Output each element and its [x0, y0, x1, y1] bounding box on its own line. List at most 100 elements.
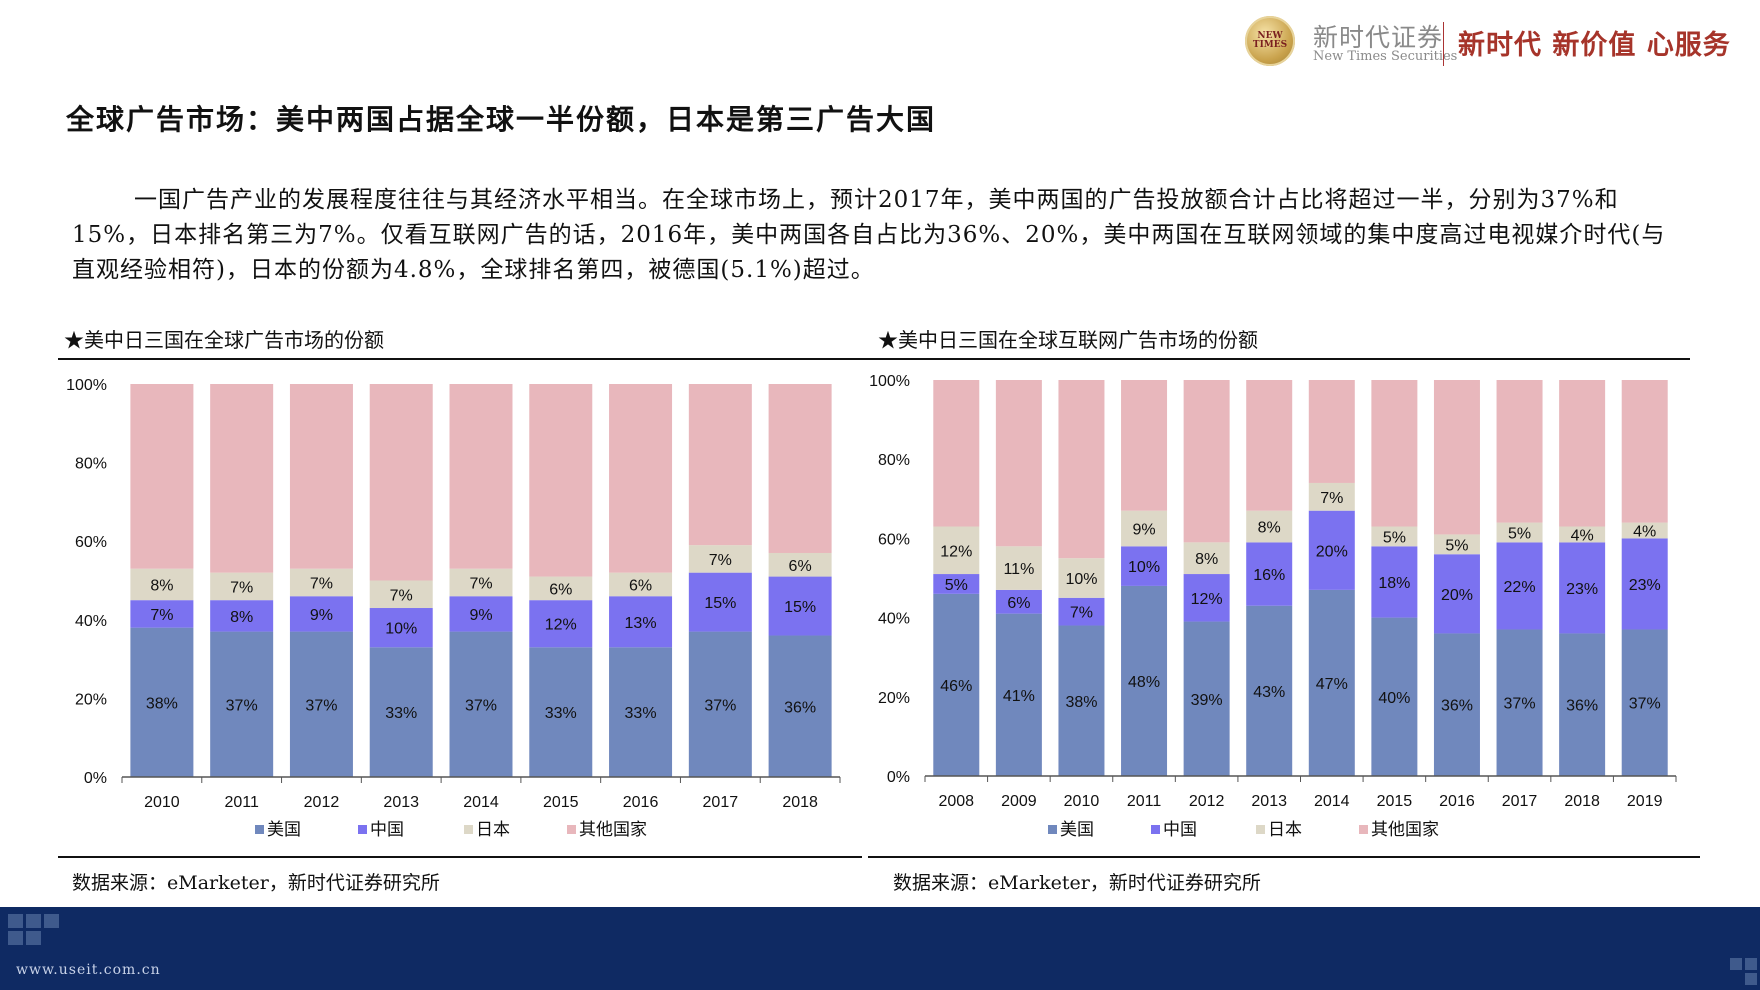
- y-tick-label: 40%: [75, 613, 107, 630]
- x-tick-label: 2019: [1627, 793, 1663, 810]
- footer-square-icon: [8, 914, 23, 928]
- bar-segment: [1433, 554, 1480, 634]
- data-label: 18%: [1378, 575, 1410, 592]
- bar-segment: [529, 600, 593, 648]
- x-tick-label: 2013: [1251, 793, 1287, 810]
- bar-segment: [1246, 605, 1293, 776]
- data-label: 7%: [150, 607, 173, 624]
- x-tick-label: 2018: [782, 794, 818, 811]
- data-label: 7%: [310, 575, 333, 592]
- footer-square-icon: [1730, 958, 1742, 970]
- bar-segment: [1496, 542, 1543, 630]
- data-label: 7%: [1070, 605, 1093, 622]
- logo-badge-icon: NEW TIMES: [1245, 16, 1295, 66]
- data-label: 46%: [940, 678, 972, 695]
- chart1-source: 数据来源：eMarketer，新时代证券研究所: [72, 872, 440, 894]
- data-label: 33%: [625, 705, 657, 722]
- bar-segment: [1121, 510, 1168, 547]
- data-label: 5%: [1445, 537, 1468, 554]
- x-tick-label: 2017: [703, 794, 739, 811]
- legend-label: 美国: [1060, 820, 1094, 839]
- logo-divider: [1443, 22, 1444, 66]
- data-label: 5%: [1508, 525, 1531, 542]
- x-tick-label: 2013: [383, 794, 419, 811]
- bar-segment: [1433, 633, 1480, 776]
- bar-segment: [1308, 380, 1355, 483]
- bar-segment: [1183, 380, 1230, 543]
- bar-segment: [289, 568, 353, 597]
- x-tick-label: 2011: [224, 794, 259, 811]
- legend-label: 中国: [1163, 820, 1197, 839]
- data-label: 20%: [1316, 543, 1348, 560]
- x-tick-label: 2009: [1001, 793, 1037, 810]
- bar-segment: [933, 593, 980, 776]
- bar-segment: [1621, 380, 1668, 523]
- data-label: 7%: [1320, 490, 1343, 507]
- bar-segment: [1621, 538, 1668, 630]
- data-label: 6%: [549, 581, 572, 598]
- bar-segment: [768, 576, 832, 636]
- data-label: 7%: [230, 579, 253, 596]
- data-label: 33%: [385, 705, 417, 722]
- bar-segment: [768, 552, 832, 577]
- bar-segment: [933, 380, 980, 527]
- bar-segment: [1371, 617, 1418, 776]
- footer-square-icon: [26, 931, 41, 945]
- y-tick-label: 80%: [878, 452, 910, 469]
- bar-segment: [1121, 380, 1168, 511]
- y-tick-label: 0%: [887, 769, 910, 786]
- bar-segment: [688, 384, 752, 546]
- bar-segment: [995, 589, 1042, 614]
- x-tick-label: 2014: [463, 794, 499, 811]
- bar-segment: [1559, 526, 1606, 543]
- bar-segment: [289, 631, 353, 777]
- x-tick-label: 2015: [543, 794, 579, 811]
- chart1-bottom-rule: [58, 856, 862, 858]
- bar-segment: [609, 572, 673, 597]
- bar-segment: [1183, 574, 1230, 622]
- bar-segment: [933, 526, 980, 575]
- data-label: 43%: [1253, 684, 1285, 701]
- x-tick-label: 2016: [623, 794, 659, 811]
- data-label: 36%: [784, 699, 816, 716]
- bar-segment: [1496, 629, 1543, 776]
- data-label: 11%: [1003, 561, 1034, 578]
- footer-square-icon: [1745, 973, 1757, 985]
- data-label: 7%: [390, 587, 413, 604]
- data-label: 10%: [385, 621, 417, 638]
- bar-segment: [1496, 522, 1543, 543]
- bar-segment: [130, 384, 194, 569]
- bar-segment: [449, 596, 513, 632]
- bar-segment: [995, 613, 1042, 776]
- chart1-caption: ★美中日三国在全球广告市场的份额: [64, 328, 384, 352]
- bar-segment: [529, 384, 593, 577]
- footer-square-icon: [1745, 958, 1757, 970]
- x-tick-label: 2010: [144, 794, 180, 811]
- chart2-top-rule: [862, 358, 1690, 360]
- data-label: 33%: [545, 705, 577, 722]
- footer-url: www.useit.com.cn: [16, 962, 161, 978]
- bar-segment: [1308, 589, 1355, 776]
- data-label: 10%: [1065, 571, 1097, 588]
- company-name-cn: 新时代证券: [1313, 23, 1444, 52]
- data-label: 6%: [789, 558, 812, 575]
- bar-segment: [1371, 546, 1418, 618]
- bar-segment: [1371, 380, 1418, 527]
- data-label: 40%: [1378, 690, 1410, 707]
- data-label: 10%: [1128, 559, 1160, 576]
- data-label: 8%: [1195, 551, 1218, 568]
- bar-segment: [609, 647, 673, 777]
- bar-segment: [688, 545, 752, 573]
- y-tick-label: 0%: [84, 770, 107, 787]
- y-tick-label: 60%: [878, 531, 910, 548]
- footer-band: [0, 907, 1760, 990]
- chart2-caption: ★美中日三国在全球互联网广告市场的份额: [878, 328, 1258, 352]
- bar-segment: [369, 384, 433, 581]
- legend-swatch: [1359, 825, 1368, 834]
- chart2-source: 数据来源：eMarketer，新时代证券研究所: [893, 872, 1261, 894]
- data-label: 5%: [945, 577, 968, 594]
- data-label: 4%: [1633, 523, 1656, 540]
- bar-segment: [1246, 510, 1293, 543]
- bar-segment: [1058, 380, 1105, 559]
- y-tick-label: 100%: [869, 373, 910, 390]
